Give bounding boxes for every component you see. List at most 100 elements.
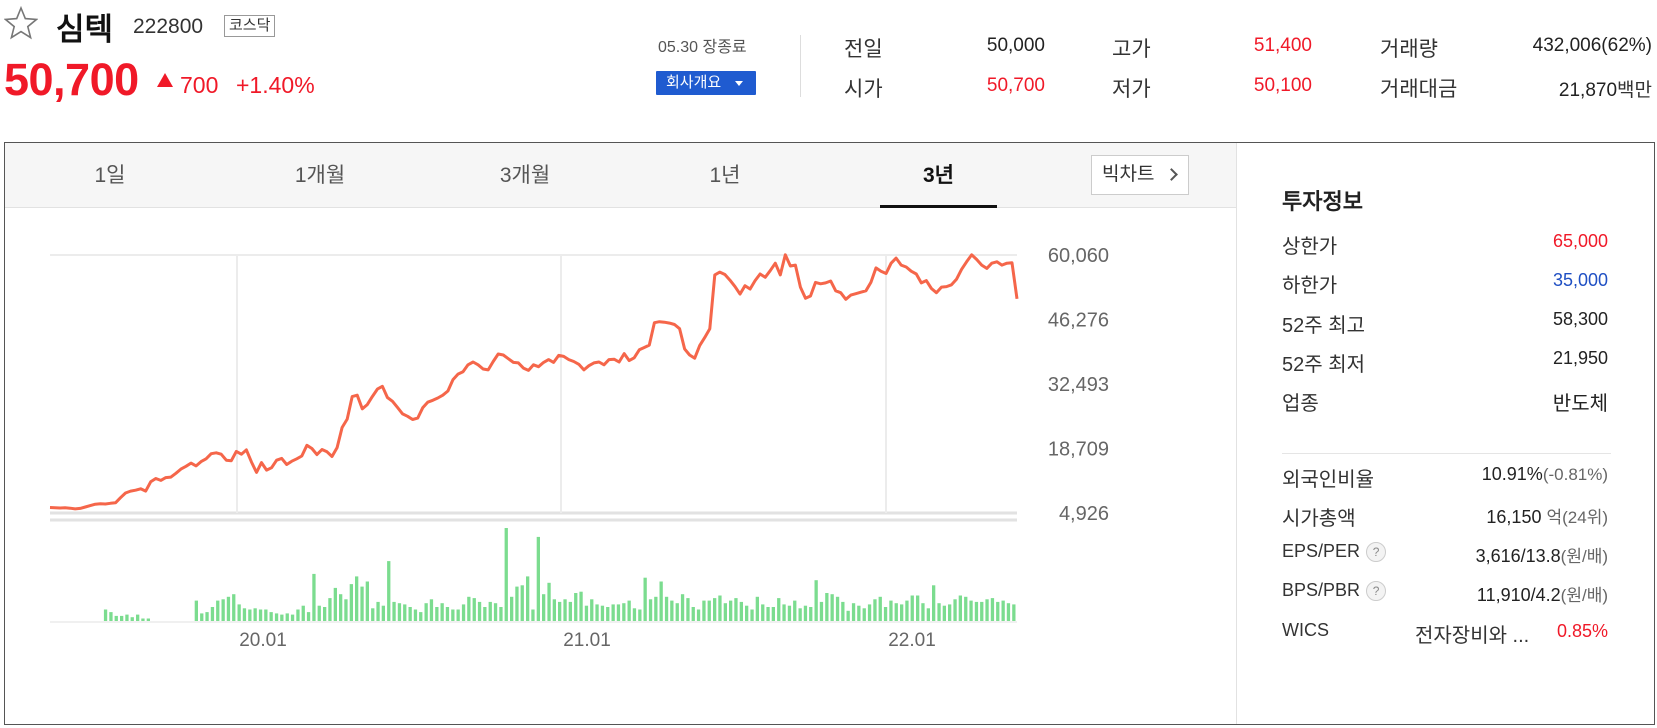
volume-bar [242,608,247,621]
volume-bar [205,612,209,621]
volume-bar [520,585,524,621]
y-tick-label: 46,276 [1048,310,1109,332]
volume-bar [814,580,818,621]
volume-bar [210,607,215,621]
company-overview-button[interactable]: 회사개요 [656,71,756,95]
prev-close-label: 전일 [844,38,883,61]
volume-bar [344,599,348,621]
volume-bar [333,587,337,621]
volume-bar [376,601,380,621]
open-label: 시가 [844,78,883,101]
bps-pbr-label: BPS/PBR? [1282,580,1387,602]
volume-bar [910,595,914,621]
volume-bar [729,600,733,621]
eps-per-value: 3,616/13.8(원/배) [1476,542,1608,567]
y-tick-label: 32,493 [1048,374,1109,396]
volume-bar [526,576,530,621]
investment-info-title: 투자정보 [1282,189,1363,214]
volume-bar [691,607,695,621]
volume-bar [146,618,150,621]
volume-bar [515,586,519,621]
volume-bar [718,595,722,621]
low-value: 50,100 [1253,75,1312,96]
volume-bar [916,595,920,621]
lower-limit-label: 하한가 [1282,275,1338,297]
high-label: 고가 [1112,38,1151,61]
price-chart[interactable]: 60,060 46,276 32,493 18,709 4,926 20.01 21.01 2… [5,209,1235,724]
volume-bar [761,604,765,621]
wics-sector[interactable]: 전자장비와 ... [1415,625,1530,647]
volume-bar [734,598,738,621]
period-tabs: 1일 1개월 3개월 1년 3년 빅차트 [5,143,1236,208]
favorite-star-icon[interactable] [4,6,38,40]
volume-bar [136,614,140,621]
volume-bar [659,581,663,621]
volume-bar [419,612,423,621]
volume-bar [798,608,802,621]
volume-bar [269,612,273,621]
volume-bar [990,598,995,621]
volume-bar [542,594,546,621]
bps-pbr-label-text: BPS/PBR [1282,580,1361,600]
bigchart-button[interactable]: 빅차트 [1091,155,1189,195]
amount-unit: 백만 [1617,80,1652,101]
volume-bar [595,604,599,621]
volume-bar [600,605,605,621]
volume-bar [723,603,727,621]
bigchart-label: 빅차트 [1102,164,1155,185]
market-cap-rank: 억(24위) [1546,508,1608,527]
volume-bar [301,605,305,621]
panel-divider [1236,143,1237,724]
volume-bar [397,603,402,621]
help-icon[interactable]: ? [1366,542,1387,563]
volume-bar [782,604,786,621]
x-tick-label: 22.01 [888,630,936,651]
volume-bar [835,596,840,621]
volume-bar [1006,603,1011,621]
volume-bar [638,609,642,621]
tab-1day[interactable]: 1일 [94,164,126,187]
volume-bar [648,599,653,621]
x-tick-label: 20.01 [239,630,287,651]
volume-bar [953,599,957,621]
stock-name: 심텍 [56,12,114,47]
volume-bar [926,608,930,621]
tab-3month[interactable]: 3개월 [499,164,551,187]
volume-bar [125,614,129,621]
volume-bar [905,600,909,621]
volume-bar [387,561,391,621]
volume-bar [248,609,252,621]
volume-bar [643,577,647,621]
price-line [49,253,1019,511]
volume-bar [846,610,850,621]
volume-bar [435,607,439,621]
volume-bar [755,596,759,621]
market-cap-number: 16,150 [1486,507,1542,527]
low-label: 저가 [1112,78,1151,101]
volume-bar [932,585,936,621]
tab-3year[interactable]: 3년 [923,164,954,187]
volume-bar [467,596,471,621]
volume-bar [867,604,872,621]
sector-value[interactable]: 반도체 [1552,393,1608,415]
volume-bar [424,603,428,621]
volume-bar [232,594,236,621]
volume-bar [130,617,134,621]
amount-number: 21,870 [1558,80,1618,101]
prev-close-value: 50,000 [986,35,1045,56]
volume-bar [627,600,631,621]
volume-bar [702,600,706,621]
volume-bar [857,605,861,621]
volume-bar [280,614,284,621]
volume-bar [707,600,711,621]
volume-bar [622,603,626,621]
volume-bar [381,605,385,621]
high-value: 51,400 [1253,35,1312,56]
help-icon[interactable]: ? [1366,581,1387,602]
volume-bar [958,595,962,621]
volume-bar [258,609,263,621]
upper-limit-value: 65,000 [1552,231,1608,251]
active-tab-indicator [880,205,997,208]
tab-1month[interactable]: 1개월 [294,164,346,187]
tab-1year[interactable]: 1년 [709,164,741,187]
